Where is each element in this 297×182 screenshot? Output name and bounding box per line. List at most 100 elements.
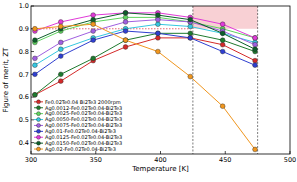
y-tick-label: 0.8 [19,48,29,56]
y-tick-label: 0.9 [19,25,29,33]
data-point [91,38,96,43]
data-point [123,20,128,25]
data-point [220,31,225,36]
data-point [253,42,258,47]
x-tick [31,151,32,154]
x-tick-label: 300 [25,156,37,164]
data-point [188,24,193,29]
data-point [123,38,128,43]
data-point [253,47,258,52]
legend-marker [37,135,41,139]
data-point [253,35,258,40]
data-point [58,20,63,25]
legend: Fe0.02Te0.04 Bi2Te3 2000rpmAg0.0012-Fe0.… [34,99,122,153]
x-tick-label: 400 [154,156,166,164]
data-point [91,22,96,27]
data-point [188,35,193,40]
series-line [35,13,255,49]
reference-line-x [257,6,258,154]
y-tick-label: 1.0 [19,2,29,10]
legend-marker [37,118,41,122]
data-group [32,10,257,151]
data-point [58,54,63,59]
data-point [156,17,161,22]
data-point [188,31,193,36]
reference-line-x [192,6,193,154]
data-point [188,74,193,79]
data-point [220,49,225,54]
data-point [32,92,37,97]
data-point [91,56,96,61]
y-tick [31,51,34,52]
x-tick [225,151,226,154]
data-point [58,72,63,77]
y-tick-label: 0.6 [19,93,29,101]
data-point [220,22,225,27]
data-point [91,29,96,34]
series-line [35,13,255,38]
series-line [35,31,255,74]
data-point [156,35,161,40]
data-point [58,40,63,45]
x-tick-label: 350 [90,156,102,164]
x-tick [160,151,161,154]
y-tick [31,6,34,7]
data-point [58,79,63,84]
chart: 300 350 400 450 500 0.4 0.5 0.6 0.7 0.8 0.9 1.0 Temp… [0,0,297,182]
y-tick-label: 0.4 [19,139,29,147]
data-point [32,63,37,68]
y-tick [31,142,34,143]
data-point [220,38,225,43]
data-point [220,104,225,109]
data-point [156,13,161,18]
data-point [123,38,128,43]
legend-marker [37,100,41,104]
y-tick-label: 0.5 [19,116,29,124]
data-point [123,15,128,20]
series-line [35,24,255,65]
series-line [35,24,255,149]
legend-marker [37,129,41,133]
x-axis-title: Temperature [K] [131,165,189,173]
data-point [156,31,161,36]
data-point [32,72,37,77]
legend-marker [37,147,41,151]
plot-frame [31,6,290,154]
data-point [58,24,63,29]
data-point [156,49,161,54]
data-point [32,26,37,31]
data-point [91,13,96,18]
series-line [35,17,255,42]
data-point [123,10,128,15]
y-tick [31,119,34,120]
legend-marker [37,112,41,116]
y-tick-label: 0.7 [19,71,29,79]
data-point [123,10,128,15]
data-point [188,17,193,22]
data-point [156,31,161,36]
reference-line-y [31,28,193,29]
data-point [32,38,37,43]
data-point [188,35,193,40]
data-point [253,147,258,152]
data-point [253,35,258,40]
x-tick-label: 500 [284,156,296,164]
x-tick [290,151,291,154]
legend-marker [37,141,41,145]
legend-label: Ag0.02-Fe0.02Te0.04-Bi2Te3 [45,146,116,153]
legend-marker [37,123,41,127]
x-tick-label: 450 [219,156,231,164]
data-point [220,31,225,36]
series-line [35,33,255,94]
data-point [253,63,258,68]
data-point [156,22,161,27]
data-point [58,47,63,52]
data-point [32,92,37,97]
legend-marker [37,106,41,110]
data-point [32,56,37,61]
data-point [91,17,96,22]
data-point [220,42,225,47]
y-axis-title: Figure of merit, ZT [2,47,10,113]
data-point [123,29,128,34]
data-point [123,45,128,50]
